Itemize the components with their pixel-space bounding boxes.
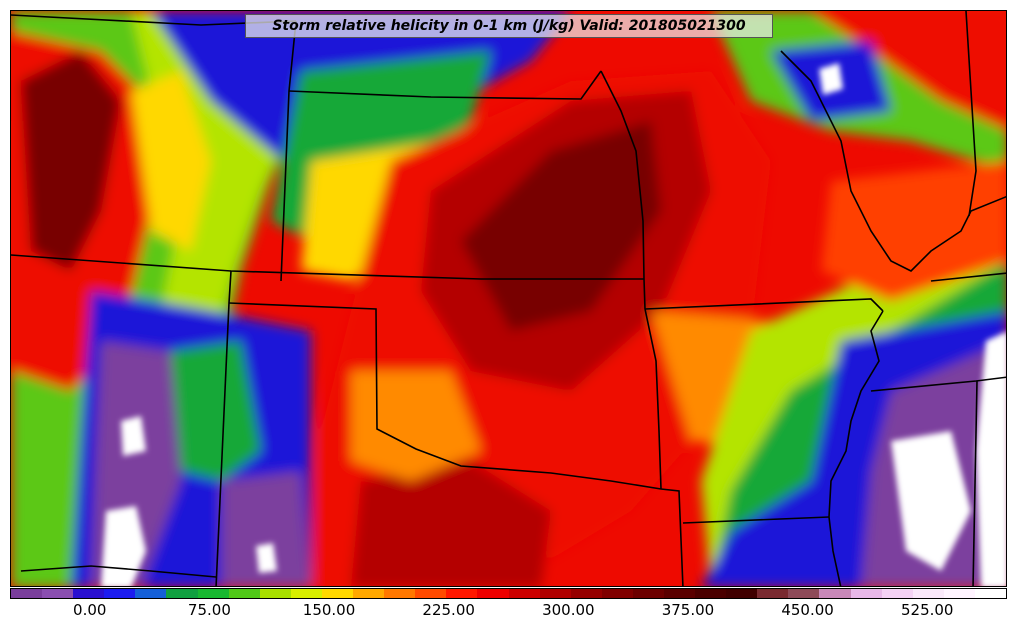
colorbar-tick-label: 450.00 bbox=[781, 601, 834, 619]
field-white-5 bbox=[819, 63, 843, 95]
colorbar-tick-label: 525.00 bbox=[900, 601, 954, 619]
boundary-mo-ar bbox=[644, 298, 884, 312]
colorbar-tick-label: 0.00 bbox=[73, 601, 107, 619]
colorbar-segment bbox=[508, 589, 540, 598]
colorbar-segment bbox=[42, 589, 74, 598]
field-sw-green bbox=[171, 341, 261, 481]
field-northwest-yellow bbox=[131, 71, 211, 251]
colorbar-segment bbox=[384, 589, 416, 598]
colorbar-segment bbox=[974, 589, 1006, 598]
colorbar-segment bbox=[353, 589, 385, 598]
boundary-illinois-river bbox=[780, 50, 1006, 272]
boundary-ms-east bbox=[870, 376, 1006, 392]
colorbar-segment bbox=[259, 589, 291, 598]
colorbar-segment bbox=[570, 589, 602, 598]
boundary-ky-tn bbox=[930, 272, 1006, 282]
colorbar-segment bbox=[695, 589, 727, 598]
colorbar-segment bbox=[943, 589, 975, 598]
colorbar-segment bbox=[415, 589, 447, 598]
boundary-nm-west bbox=[215, 302, 230, 586]
colorbar-segment bbox=[632, 589, 664, 598]
colorbar-segment bbox=[228, 589, 260, 598]
field-south-darkred bbox=[351, 461, 551, 586]
helicity-field bbox=[11, 11, 1006, 586]
field-white-1 bbox=[101, 506, 146, 586]
field-east-red bbox=[821, 161, 1006, 301]
field-white-4 bbox=[976, 331, 1006, 586]
field-south-orange bbox=[351, 371, 481, 481]
boundary-nm-tx bbox=[228, 302, 684, 586]
boundary-sw-corner bbox=[20, 565, 217, 578]
colorbar bbox=[10, 588, 1007, 599]
colorbar-segment bbox=[819, 589, 851, 598]
field-sw-purple2 bbox=[221, 471, 311, 586]
colorbar-labels: 0.00 75.00 150.00 225.00 300.00 375.00 450.00 5… bbox=[0, 601, 1018, 625]
field-white-3 bbox=[891, 431, 971, 571]
boundary-il-in bbox=[965, 11, 977, 217]
colorbar-segment bbox=[912, 589, 944, 598]
colorbar-segment bbox=[601, 589, 633, 598]
boundary-nm-north bbox=[228, 270, 232, 304]
boundary-ar-la bbox=[682, 516, 830, 524]
colorbar-segment bbox=[788, 589, 820, 598]
colorbar-tick-label: 75.00 bbox=[187, 601, 231, 619]
colorbar-segment bbox=[290, 589, 322, 598]
boundary-mississippi bbox=[828, 310, 884, 586]
colorbar-segment bbox=[539, 589, 571, 598]
colorbar-segment bbox=[11, 589, 43, 598]
field-white-2 bbox=[121, 416, 146, 456]
colorbar-segment bbox=[446, 589, 478, 598]
colorbar-segment bbox=[197, 589, 229, 598]
colorbar-segment bbox=[726, 589, 758, 598]
colorbar-tick-label: 300.00 bbox=[542, 601, 595, 619]
colorbar-segment bbox=[135, 589, 167, 598]
colorbar-tick-label: 150.00 bbox=[302, 601, 356, 619]
colorbar-segment bbox=[881, 589, 913, 598]
helicity-map bbox=[11, 11, 1006, 586]
colorbar-segment bbox=[477, 589, 509, 598]
map-panel bbox=[10, 10, 1007, 587]
state-boundaries bbox=[11, 11, 1006, 586]
map-title: Storm relative helicity in 0-1 km (J/kg)… bbox=[245, 14, 773, 38]
colorbar-segment bbox=[104, 589, 136, 598]
boundary-co-ks-south bbox=[11, 254, 644, 280]
colorbar-tick-label: 375.00 bbox=[661, 601, 715, 619]
boundary-co-west bbox=[280, 20, 297, 282]
boundary-ne-ks-missouri bbox=[600, 70, 646, 310]
boundary-north-line bbox=[288, 70, 602, 100]
colorbar-segment bbox=[321, 589, 354, 598]
colorbar-segment bbox=[757, 589, 789, 598]
colorbar-segment bbox=[663, 589, 696, 598]
colorbar-segment bbox=[850, 589, 882, 598]
colorbar-tick-label: 225.00 bbox=[422, 601, 475, 619]
field-white-6 bbox=[256, 543, 277, 573]
boundary-ok-east bbox=[644, 308, 662, 490]
field-ne-red bbox=[811, 11, 1006, 131]
boundary-ms-al bbox=[972, 380, 978, 586]
colorbar-segment bbox=[73, 589, 105, 598]
colorbar-segment bbox=[166, 589, 198, 598]
field-northwest-maroon bbox=[21, 51, 121, 271]
